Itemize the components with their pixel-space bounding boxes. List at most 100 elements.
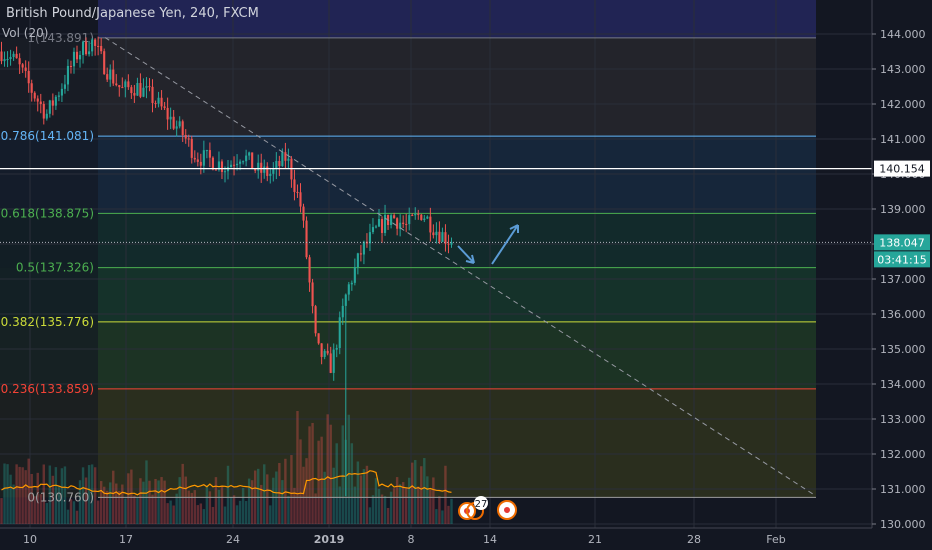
candle-body bbox=[9, 57, 12, 60]
time-tick-label: 14 bbox=[483, 533, 497, 546]
volume-bar bbox=[166, 503, 169, 524]
volume-bar bbox=[36, 472, 39, 524]
volume-bar bbox=[127, 473, 130, 524]
price-tick-label: 133.000 bbox=[880, 413, 926, 426]
candle-body bbox=[284, 152, 287, 161]
candle-body bbox=[214, 169, 217, 171]
volume-bar bbox=[99, 481, 103, 524]
candle-body bbox=[390, 215, 393, 226]
candle-body bbox=[21, 64, 24, 68]
volume-bar bbox=[0, 498, 3, 524]
candle-body bbox=[353, 267, 356, 283]
volume-bar bbox=[9, 474, 12, 524]
candle-body bbox=[426, 216, 429, 219]
volume-bar bbox=[42, 464, 45, 524]
volume-bar bbox=[196, 505, 200, 524]
candle-body bbox=[121, 87, 124, 89]
candle-body bbox=[12, 53, 15, 58]
volume-bar bbox=[60, 468, 64, 524]
candle-body bbox=[78, 54, 82, 60]
volume-bar bbox=[96, 500, 100, 524]
candle-body bbox=[257, 162, 260, 171]
volume-bar bbox=[371, 495, 375, 524]
price-tick-label: 135.000 bbox=[880, 343, 926, 356]
horizontal-line-value: 140.154 bbox=[879, 163, 925, 176]
volume-bar bbox=[272, 477, 275, 524]
trendline bbox=[104, 37, 817, 497]
candle-body bbox=[166, 107, 169, 120]
volume-bar bbox=[250, 480, 254, 524]
volume-bar bbox=[181, 463, 184, 524]
candle-body bbox=[402, 222, 405, 224]
candle-body bbox=[396, 218, 399, 229]
volume-bar bbox=[302, 466, 305, 524]
candle-body bbox=[115, 83, 118, 86]
volume-bar bbox=[136, 497, 139, 524]
volume-bar bbox=[392, 488, 396, 524]
volume-bar bbox=[102, 486, 106, 524]
candle-body bbox=[405, 223, 408, 225]
candle-body bbox=[350, 282, 353, 285]
candle-body bbox=[245, 155, 248, 162]
volume-bar bbox=[335, 443, 338, 524]
candle-body bbox=[371, 227, 375, 233]
candle-body bbox=[175, 126, 178, 129]
candle-body bbox=[163, 106, 166, 108]
candle-body bbox=[54, 96, 57, 106]
time-tick-label: 8 bbox=[408, 533, 415, 546]
candle-body bbox=[3, 59, 6, 62]
candle-body bbox=[109, 69, 112, 80]
volume-bar bbox=[45, 503, 49, 524]
fib-level-label: 0.236(133.859) bbox=[1, 382, 94, 396]
volume-bar bbox=[57, 486, 61, 524]
volume-bar bbox=[118, 490, 121, 524]
volume-bar bbox=[90, 464, 94, 524]
candle-body bbox=[341, 305, 344, 318]
volume-bar bbox=[217, 489, 221, 524]
time-tick-label: Feb bbox=[766, 533, 785, 546]
candle-body bbox=[338, 317, 341, 349]
volume-bar bbox=[332, 467, 335, 524]
volume-bar bbox=[260, 484, 263, 524]
chart-title: British Pound/Japanese Yen, 240, FXCM bbox=[6, 6, 259, 21]
candle-body bbox=[97, 45, 100, 47]
volume-bar bbox=[404, 488, 408, 524]
bar-countdown: 03:41:15 bbox=[877, 253, 926, 266]
volume-bar bbox=[72, 501, 76, 524]
volume-bar bbox=[235, 505, 239, 524]
time-tick-label: 17 bbox=[119, 533, 133, 546]
candle-body bbox=[127, 81, 130, 88]
volume-bar bbox=[450, 498, 453, 524]
candle-body bbox=[199, 161, 202, 166]
volume-bar bbox=[429, 489, 432, 524]
candle-body bbox=[432, 232, 435, 236]
candle-body bbox=[81, 41, 85, 55]
candle-body bbox=[272, 168, 275, 174]
volume-bar bbox=[269, 505, 272, 524]
candle-body bbox=[27, 70, 30, 84]
volume-ma-line bbox=[1, 470, 452, 496]
candle-body bbox=[287, 158, 290, 161]
volume-bar bbox=[353, 486, 357, 524]
volume-bar bbox=[263, 464, 266, 524]
candle-body bbox=[323, 350, 326, 357]
candle-body bbox=[51, 100, 54, 106]
volume-bar bbox=[411, 462, 414, 524]
candle-body bbox=[399, 222, 402, 229]
volume-bar bbox=[305, 458, 308, 524]
candle-body bbox=[411, 215, 414, 217]
candle-body bbox=[33, 92, 36, 99]
fib-band bbox=[98, 267, 816, 322]
volume-bar bbox=[193, 490, 196, 524]
volume-bar bbox=[414, 460, 417, 524]
volume-bar bbox=[133, 495, 136, 524]
candle-body bbox=[63, 84, 66, 89]
volume-bar bbox=[432, 477, 435, 524]
time-tick-label: 10 bbox=[23, 533, 37, 546]
volume-bar bbox=[109, 482, 112, 524]
volume-bar bbox=[341, 425, 344, 524]
candle-body bbox=[39, 101, 42, 105]
horizontal-line-tag bbox=[874, 160, 930, 177]
candle-body bbox=[359, 253, 362, 255]
volume-bar bbox=[241, 487, 245, 524]
